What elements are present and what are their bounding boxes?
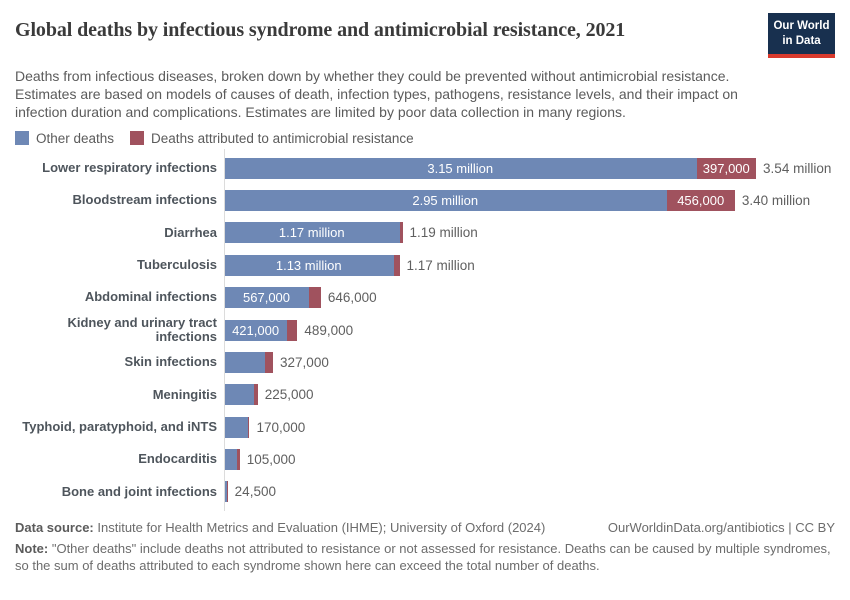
bar-chart: Lower respiratory infections 3.15 millio… <box>15 148 835 512</box>
total-deaths-label: 3.54 million <box>763 160 832 176</box>
data-source-prefix: Data source: <box>15 520 94 536</box>
amr-deaths-bar[interactable] <box>309 287 321 309</box>
note-prefix: Note: <box>15 541 49 557</box>
other-deaths-bar[interactable]: 3.15 million <box>224 157 697 179</box>
total-deaths-label: 225,000 <box>264 387 314 403</box>
row-label: Kidney and urinary tract infections <box>67 314 217 345</box>
amr-deaths-bar[interactable]: 456,000 <box>666 189 735 211</box>
amr-deaths-bar[interactable]: 397,000 <box>696 157 757 179</box>
total-deaths-label: 170,000 <box>256 419 306 435</box>
row-label: Meningitis <box>152 386 217 402</box>
data-source: Data source: Institute for Health Metric… <box>15 520 545 535</box>
bar-group: 567,000 646,000 <box>224 287 377 309</box>
note-text: "Other deaths" include deaths not attrib… <box>15 541 831 574</box>
other-deaths-bar[interactable] <box>224 416 248 438</box>
bar-group: 327,000 <box>224 351 329 373</box>
header: Global deaths by infectious syndrome and… <box>15 13 835 58</box>
other-deaths-bar[interactable] <box>224 351 266 373</box>
total-deaths-label: 1.17 million <box>406 257 475 273</box>
amr-deaths-bar[interactable] <box>227 481 228 503</box>
bar-group: 3.15 million 397,000 3.54 million <box>224 157 832 179</box>
row-label: Bone and joint infections <box>61 483 217 499</box>
chart-row: Lower respiratory infections 3.15 millio… <box>15 152 835 184</box>
row-label: Bloodstream infections <box>72 192 217 208</box>
legend-item-amr-deaths: Deaths attributed to antimicrobial resis… <box>130 131 414 146</box>
other-deaths-value: 421,000 <box>232 322 280 338</box>
footer-note: Note: "Other deaths" include deaths not … <box>15 540 835 574</box>
chart-row: Meningitis 225,000 <box>15 379 835 411</box>
total-deaths-label: 489,000 <box>304 322 354 338</box>
amr-deaths-bar[interactable] <box>265 351 274 373</box>
row-label: Tuberculosis <box>137 257 217 273</box>
other-deaths-bar[interactable]: 567,000 <box>224 287 310 309</box>
row-label: Diarrhea <box>164 224 217 240</box>
total-deaths-label: 105,000 <box>246 452 296 468</box>
bar-group: 24,500 <box>224 481 276 503</box>
other-deaths-bar[interactable]: 1.13 million <box>224 254 394 276</box>
amr-deaths-value: 456,000 <box>677 192 725 208</box>
other-deaths-value: 2.95 million <box>412 192 479 208</box>
legend-label: Deaths attributed to antimicrobial resis… <box>151 130 414 146</box>
row-label: Endocarditis <box>138 451 217 467</box>
other-deaths-bar[interactable]: 2.95 million <box>224 189 667 211</box>
amr-deaths-bar[interactable] <box>399 222 403 244</box>
other-deaths-value: 3.15 million <box>427 160 494 176</box>
total-deaths-label: 1.19 million <box>409 225 478 241</box>
other-deaths-value: 567,000 <box>243 290 291 306</box>
total-deaths-label: 646,000 <box>327 290 377 306</box>
amr-deaths-value: 397,000 <box>702 160 750 176</box>
amr-deaths-bar[interactable] <box>253 384 258 406</box>
chart-row: Bloodstream infections 2.95 million 456,… <box>15 184 835 216</box>
chart-subtitle: Deaths from infectious diseases, broken … <box>15 67 738 120</box>
logo-line-2: in Data <box>782 34 821 47</box>
other-deaths-value: 1.17 million <box>278 225 345 241</box>
legend: Other deaths Deaths attributed to antimi… <box>15 131 835 146</box>
attribution-link[interactable]: OurWorldinData.org/antibiotics | CC BY <box>607 520 835 536</box>
other-deaths-bar[interactable] <box>224 384 254 406</box>
amr-deaths-bar[interactable] <box>287 319 298 341</box>
chart-row: Kidney and urinary tract infections 421,… <box>15 314 835 346</box>
legend-label: Other deaths <box>36 130 115 146</box>
row-label: Abdominal infections <box>84 289 217 305</box>
bar-group: 225,000 <box>224 384 314 406</box>
bar-group: 2.95 million 456,000 3.40 million <box>224 189 811 211</box>
bar-group: 1.17 million 1.19 million <box>224 222 478 244</box>
other-deaths-value: 1.13 million <box>275 257 342 273</box>
data-source-text: Institute for Health Metrics and Evaluat… <box>97 520 546 536</box>
y-axis-line <box>224 148 225 512</box>
bar-group: 170,000 <box>224 416 306 438</box>
other-deaths-bar[interactable] <box>224 481 227 503</box>
other-deaths-bar[interactable] <box>224 449 237 471</box>
chart-row: Typhoid, paratyphoid, and iNTS 170,000 <box>15 411 835 443</box>
amr-deaths-bar[interactable] <box>236 449 240 471</box>
amr-deaths-bar[interactable] <box>393 254 400 276</box>
other-deaths-swatch-icon <box>15 131 29 146</box>
logo-line-1: Our World <box>773 20 830 32</box>
other-deaths-bar[interactable]: 421,000 <box>224 319 288 341</box>
footer: Data source: Institute for Health Metric… <box>15 520 835 574</box>
chart-row: Diarrhea 1.17 million 1.19 million <box>15 217 835 249</box>
chart-row: Bone and joint infections 24,500 <box>15 476 835 508</box>
chart-row: Abdominal infections 567,000 646,000 <box>15 281 835 313</box>
row-label: Lower respiratory infections <box>42 159 217 175</box>
chart-row: Tuberculosis 1.13 million 1.17 million <box>15 249 835 281</box>
amr-deaths-swatch-icon <box>130 131 145 146</box>
row-label: Typhoid, paratyphoid, and iNTS <box>22 419 217 435</box>
total-deaths-label: 327,000 <box>280 354 329 370</box>
other-deaths-bar[interactable]: 1.17 million <box>224 222 400 244</box>
chart-row: Skin infections 327,000 <box>15 346 835 378</box>
legend-item-other-deaths: Other deaths <box>15 131 114 146</box>
page-title: Global deaths by infectious syndrome and… <box>15 19 626 41</box>
source-row: Data source: Institute for Health Metric… <box>15 520 835 535</box>
chart-row: Endocarditis 105,000 <box>15 443 835 475</box>
bar-group: 421,000 489,000 <box>224 319 354 341</box>
bar-group: 1.13 million 1.17 million <box>224 254 475 276</box>
amr-deaths-bar[interactable] <box>247 416 250 438</box>
row-label: Skin infections <box>124 354 217 370</box>
total-deaths-label: 24,500 <box>234 484 276 500</box>
total-deaths-label: 3.40 million <box>741 192 811 208</box>
bar-group: 105,000 <box>224 449 296 471</box>
owid-logo: Our World in Data <box>768 13 835 58</box>
